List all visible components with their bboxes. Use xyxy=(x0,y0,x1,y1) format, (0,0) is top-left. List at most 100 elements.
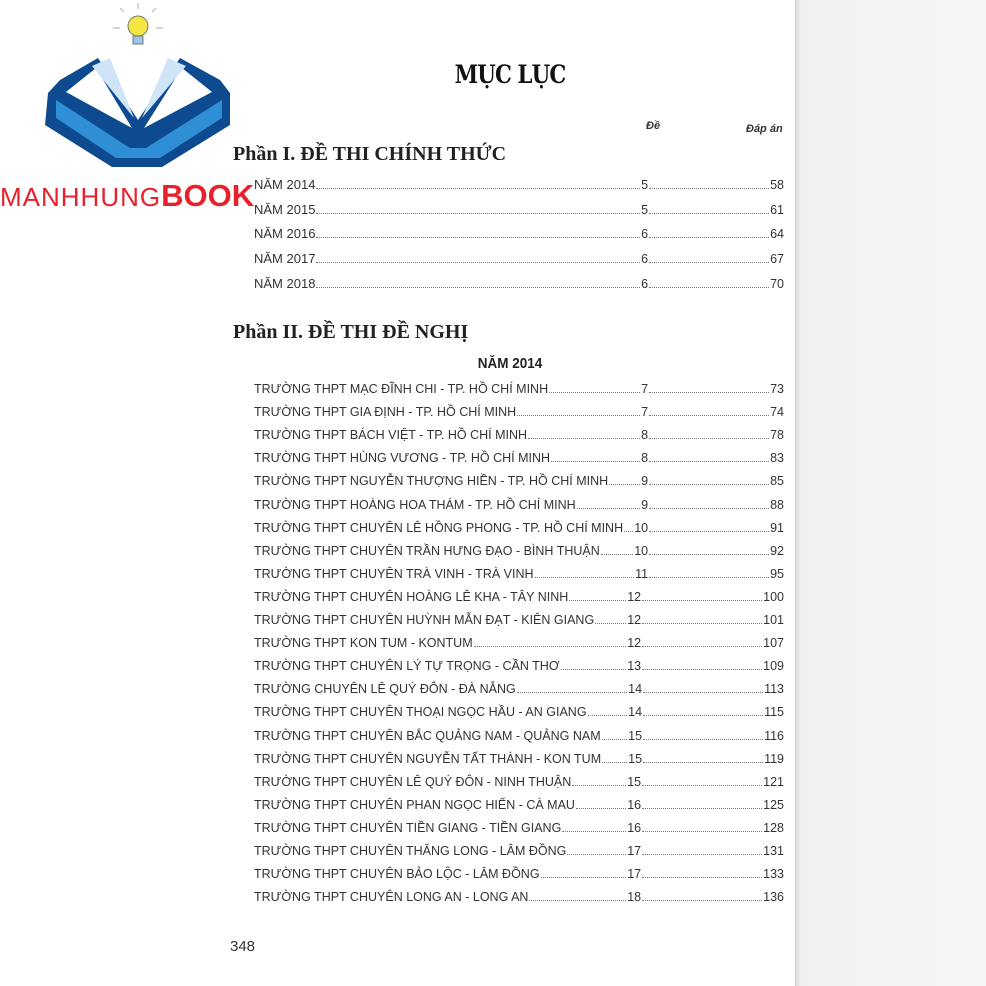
year-heading: NĂM 2014 xyxy=(477,355,543,372)
part2-heading: Phần II. ĐỀ THI ĐỀ NGHỊ xyxy=(233,321,469,343)
toc-entry[interactable]: TRƯỜNG THPT CHUYÊN BẮC QUẢNG NAM - QUẢNG… xyxy=(254,725,784,743)
dot-leader xyxy=(642,646,763,648)
dot-leader xyxy=(529,900,627,902)
dot-leader xyxy=(649,553,770,555)
entry-dap-an-page: 109 xyxy=(763,659,784,674)
toc-entry[interactable]: NĂM 2014 5 58 xyxy=(254,174,784,192)
dot-leader xyxy=(642,669,763,671)
dot-leader xyxy=(567,854,627,855)
dot-leader xyxy=(649,576,770,578)
dot-leader xyxy=(649,530,770,532)
toc-entry[interactable]: TRƯỜNG THPT CHUYÊN LÊ HỒNG PHONG - TP. H… xyxy=(254,517,784,535)
entry-de-page: 11 xyxy=(635,566,649,581)
toc-entry[interactable]: TRƯỜNG THPT CHUYÊN LÊ QUÝ ĐÔN - NINH THU… xyxy=(254,771,784,789)
entry-de-page: 5 xyxy=(641,202,649,217)
entry-de-page: 6 xyxy=(641,227,649,242)
entry-title: TRƯỜNG THPT CHUYÊN TRẦN HƯNG ĐẠO - BÌNH … xyxy=(254,543,600,558)
dot-leader xyxy=(595,623,627,624)
dot-leader xyxy=(642,807,763,809)
toc-entry[interactable]: TRƯỜNG THPT MẠC ĐĨNH CHI - TP. HỒ CHÍ MI… xyxy=(254,378,784,396)
toc-entry[interactable]: NĂM 2016 6 64 xyxy=(254,223,784,241)
toc-entry[interactable]: TRƯỜNG THPT GIA ĐỊNH - TP. HỒ CHÍ MINH 7 7… xyxy=(254,401,784,419)
toc-entry[interactable]: TRƯỜNG THPT HÙNG VƯƠNG - TP. HỒ CHÍ MINH… xyxy=(254,447,784,465)
toc-entry[interactable]: TRƯỜNG THPT CHUYÊN HOÀNG LÊ KHA - TÂY NI… xyxy=(254,586,784,604)
entry-de-page: 16 xyxy=(627,797,642,812)
entry-de-page: 12 xyxy=(627,636,642,651)
dot-leader xyxy=(643,715,764,717)
toc-entry[interactable]: TRƯỜNG THPT CHUYÊN LONG AN - LONG AN 18 13… xyxy=(254,886,784,904)
entry-dap-an-page: 101 xyxy=(763,613,784,627)
entry-title: TRƯỜNG THPT NGUYỄN THƯỢNG HIỀN - TP. HỒ … xyxy=(254,474,609,489)
dot-leader xyxy=(601,738,628,740)
entry-de-page: 15 xyxy=(627,774,642,789)
entry-title: TRƯỜNG THPT CHUYÊN THĂNG LONG - LÂM ĐỒNG xyxy=(254,844,567,858)
dot-leader xyxy=(649,461,770,463)
entry-title: TRƯỜNG THPT CHUYÊN TIỀN GIANG - TIỀN GIA… xyxy=(254,820,562,835)
dot-leader xyxy=(560,669,627,671)
entry-dap-an-page: 113 xyxy=(764,682,784,697)
manhhungbook-logo-icon xyxy=(45,3,230,167)
dot-leader xyxy=(316,262,641,264)
entry-de-page: 17 xyxy=(627,867,642,882)
toc-entry[interactable]: TRƯỜNG THPT KON TUM - KONTUM 12 107 xyxy=(254,632,784,650)
entry-de-page: 6 xyxy=(641,252,649,267)
entry-dap-an-page: 88 xyxy=(770,497,784,512)
entry-title: TRƯỜNG THPT HÙNG VƯƠNG - TP. HỒ CHÍ MINH xyxy=(254,451,551,466)
entry-dap-an-page: 136 xyxy=(763,890,784,905)
entry-de-page: 17 xyxy=(627,844,642,858)
brand-part1: MANHHUNG xyxy=(0,182,162,212)
entry-dap-an-page: 70 xyxy=(770,276,784,291)
toc-entry[interactable]: TRƯỜNG THPT CHUYÊN TIỀN GIANG - TIỀN GIA… xyxy=(254,817,784,835)
entry-de-page: 10 xyxy=(634,543,649,558)
entry-title: TRƯỜNG CHUYÊN LÊ QUÝ ĐÔN - ĐÀ NẴNG xyxy=(254,682,516,697)
dot-leader xyxy=(316,188,641,189)
toc-entry[interactable]: TRƯỜNG THPT CHUYÊN THĂNG LONG - LÂM ĐỒNG… xyxy=(254,840,784,858)
toc-entry[interactable]: TRƯỜNG THPT CHUYÊN PHAN NGỌC HIỂN - CÀ M… xyxy=(254,794,784,812)
open-book-icon xyxy=(45,58,230,167)
toc-entry[interactable]: TRƯỜNG THPT CHUYÊN LÝ TỰ TRỌNG - CẦN THƠ… xyxy=(254,655,784,673)
page-edge-shadow xyxy=(795,0,986,986)
entry-dap-an-page: 85 xyxy=(770,474,784,489)
entry-title: NĂM 2015 xyxy=(254,201,316,217)
toc-entry[interactable]: TRƯỜNG THPT NGUYỄN THƯỢNG HIỀN - TP. HỒ … xyxy=(254,470,784,488)
toc-entry[interactable]: TRƯỜNG THPT HOÀNG HOA THÁM - TP. HỒ CHÍ … xyxy=(254,494,784,512)
toc-entry[interactable]: TRƯỜNG THPT BÁCH VIỆT - TP. HỒ CHÍ MINH 8… xyxy=(254,424,784,442)
entry-title: TRƯỜNG THPT CHUYÊN HOÀNG LÊ KHA - TÂY NI… xyxy=(254,589,569,604)
toc-entry[interactable]: TRƯỜNG THPT CHUYÊN BẢO LỘC - LÂM ĐỒNG 17 1… xyxy=(254,863,784,881)
entry-de-page: 14 xyxy=(628,705,643,720)
toc-entry[interactable]: NĂM 2017 6 67 xyxy=(254,248,784,266)
dot-leader xyxy=(649,188,770,189)
entry-title: TRƯỜNG THPT BÁCH VIỆT - TP. HỒ CHÍ MINH xyxy=(254,428,528,443)
dot-leader xyxy=(569,599,627,601)
toc-entry[interactable]: TRƯỜNG THPT CHUYÊN NGUYỄN TẤT THÀNH - KO… xyxy=(254,748,784,766)
dot-leader xyxy=(649,484,770,486)
toc-entry[interactable]: TRƯỜNG THPT CHUYÊN TRẦN HƯNG ĐẠO - BÌNH … xyxy=(254,540,784,558)
toc-entry[interactable]: NĂM 2018 6 70 xyxy=(254,273,784,291)
entry-title: TRƯỜNG THPT CHUYÊN HUỲNH MẪN ĐẠT - KIÊN … xyxy=(254,613,595,627)
toc-entry[interactable]: TRƯỜNG THPT CHUYÊN TRÀ VINH - TRÀ VINH 11… xyxy=(254,563,784,581)
entry-de-page: 14 xyxy=(628,682,643,697)
dot-leader xyxy=(642,599,763,601)
entry-dap-an-page: 128 xyxy=(763,820,784,835)
brand-part2: BOOK xyxy=(161,178,255,213)
part1-heading: Phần I. ĐỀ THI CHÍNH THỨC xyxy=(233,143,507,165)
toc-entry[interactable]: TRƯỜNG CHUYÊN LÊ QUÝ ĐÔN - ĐÀ NẴNG 14 113 xyxy=(254,678,784,696)
dot-leader xyxy=(642,830,763,832)
dot-leader xyxy=(649,286,770,288)
entry-de-page: 5 xyxy=(641,178,649,192)
dot-leader xyxy=(642,854,763,855)
entry-dap-an-page: 91 xyxy=(770,520,784,535)
entry-title: TRƯỜNG THPT CHUYÊN LÊ QUÝ ĐÔN - NINH THU… xyxy=(254,774,572,789)
dot-leader xyxy=(587,715,628,717)
toc-entry[interactable]: TRƯỜNG THPT CHUYÊN HUỲNH MẪN ĐẠT - KIÊN … xyxy=(254,609,784,627)
entry-de-page: 12 xyxy=(627,589,642,604)
entry-dap-an-page: 74 xyxy=(770,405,784,420)
entry-de-page: 9 xyxy=(641,497,649,512)
entry-dap-an-page: 119 xyxy=(764,751,784,766)
toc-entry[interactable]: NĂM 2015 5 61 xyxy=(254,199,784,217)
entry-title: NĂM 2017 xyxy=(254,251,316,267)
entry-de-page: 15 xyxy=(628,751,643,766)
dot-leader xyxy=(649,507,770,509)
toc-entry[interactable]: TRƯỜNG THPT CHUYÊN THOẠI NGỌC HẦU - AN G… xyxy=(254,701,784,719)
dot-leader xyxy=(643,738,764,740)
